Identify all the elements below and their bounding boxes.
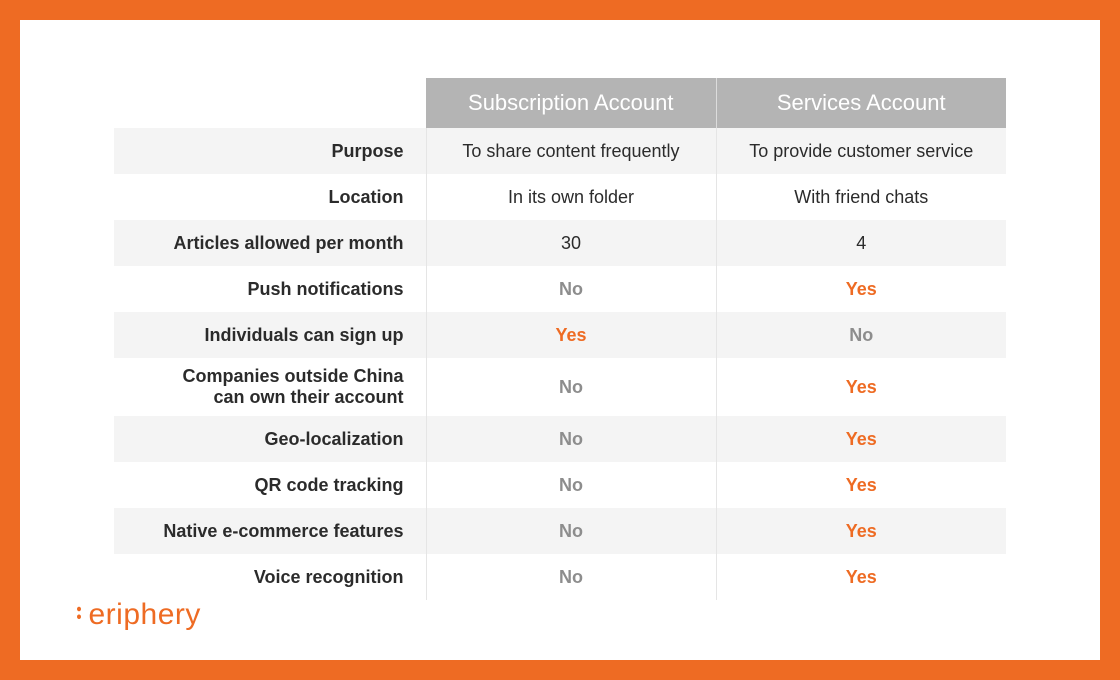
table-header-blank bbox=[114, 78, 426, 128]
table-header-col1: Subscription Account bbox=[426, 78, 716, 128]
cell-col2: Yes bbox=[716, 416, 1006, 462]
cell-col1: Yes bbox=[426, 312, 716, 358]
row-label: Geo-localization bbox=[114, 416, 426, 462]
cell-col2: Yes bbox=[716, 462, 1006, 508]
table-row: Individuals can sign upYesNo bbox=[114, 312, 1006, 358]
infographic-frame: Subscription Account Services Account Pu… bbox=[0, 0, 1120, 680]
cell-col1: To share content frequently bbox=[426, 128, 716, 174]
cell-col2: Yes bbox=[716, 266, 1006, 312]
table-row: Geo-localizationNoYes bbox=[114, 416, 1006, 462]
cell-col1: No bbox=[426, 266, 716, 312]
table-row: PurposeTo share content frequentlyTo pro… bbox=[114, 128, 1006, 174]
cell-col2: Yes bbox=[716, 358, 1006, 416]
row-label: Companies outside Chinacan own their acc… bbox=[114, 358, 426, 416]
row-label: Purpose bbox=[114, 128, 426, 174]
table-row: Push notificationsNoYes bbox=[114, 266, 1006, 312]
cell-col1: No bbox=[426, 462, 716, 508]
cell-col2: Yes bbox=[716, 554, 1006, 600]
cell-col2: With friend chats bbox=[716, 174, 1006, 220]
cell-col2: 4 bbox=[716, 220, 1006, 266]
table-row: LocationIn its own folderWith friend cha… bbox=[114, 174, 1006, 220]
row-label: Articles allowed per month bbox=[114, 220, 426, 266]
table-row: Native e-commerce featuresNoYes bbox=[114, 508, 1006, 554]
cell-col2: To provide customer service bbox=[716, 128, 1006, 174]
row-label: Voice recognition bbox=[114, 554, 426, 600]
cell-col2: Yes bbox=[716, 508, 1006, 554]
table-row: Articles allowed per month304 bbox=[114, 220, 1006, 266]
table-header-row: Subscription Account Services Account bbox=[114, 78, 1006, 128]
cell-col2: No bbox=[716, 312, 1006, 358]
row-label: Location bbox=[114, 174, 426, 220]
row-label: Individuals can sign up bbox=[114, 312, 426, 358]
cell-col1: 30 bbox=[426, 220, 716, 266]
table-row: Voice recognitionNoYes bbox=[114, 554, 1006, 600]
row-label: Native e-commerce features bbox=[114, 508, 426, 554]
cell-col1: No bbox=[426, 358, 716, 416]
comparison-table: Subscription Account Services Account Pu… bbox=[114, 78, 1006, 600]
table-row: QR code trackingNoYes bbox=[114, 462, 1006, 508]
brand-logo: ᛬eriphery bbox=[70, 598, 201, 632]
table-header-col2: Services Account bbox=[716, 78, 1006, 128]
cell-col1: No bbox=[426, 508, 716, 554]
table-row: Companies outside Chinacan own their acc… bbox=[114, 358, 1006, 416]
cell-col1: No bbox=[426, 554, 716, 600]
brand-logo-text: eriphery bbox=[89, 598, 201, 631]
brand-logo-mark: ᛬ bbox=[70, 597, 89, 631]
table-body: PurposeTo share content frequentlyTo pro… bbox=[114, 128, 1006, 600]
row-label: Push notifications bbox=[114, 266, 426, 312]
cell-col1: No bbox=[426, 416, 716, 462]
cell-col1: In its own folder bbox=[426, 174, 716, 220]
row-label: QR code tracking bbox=[114, 462, 426, 508]
